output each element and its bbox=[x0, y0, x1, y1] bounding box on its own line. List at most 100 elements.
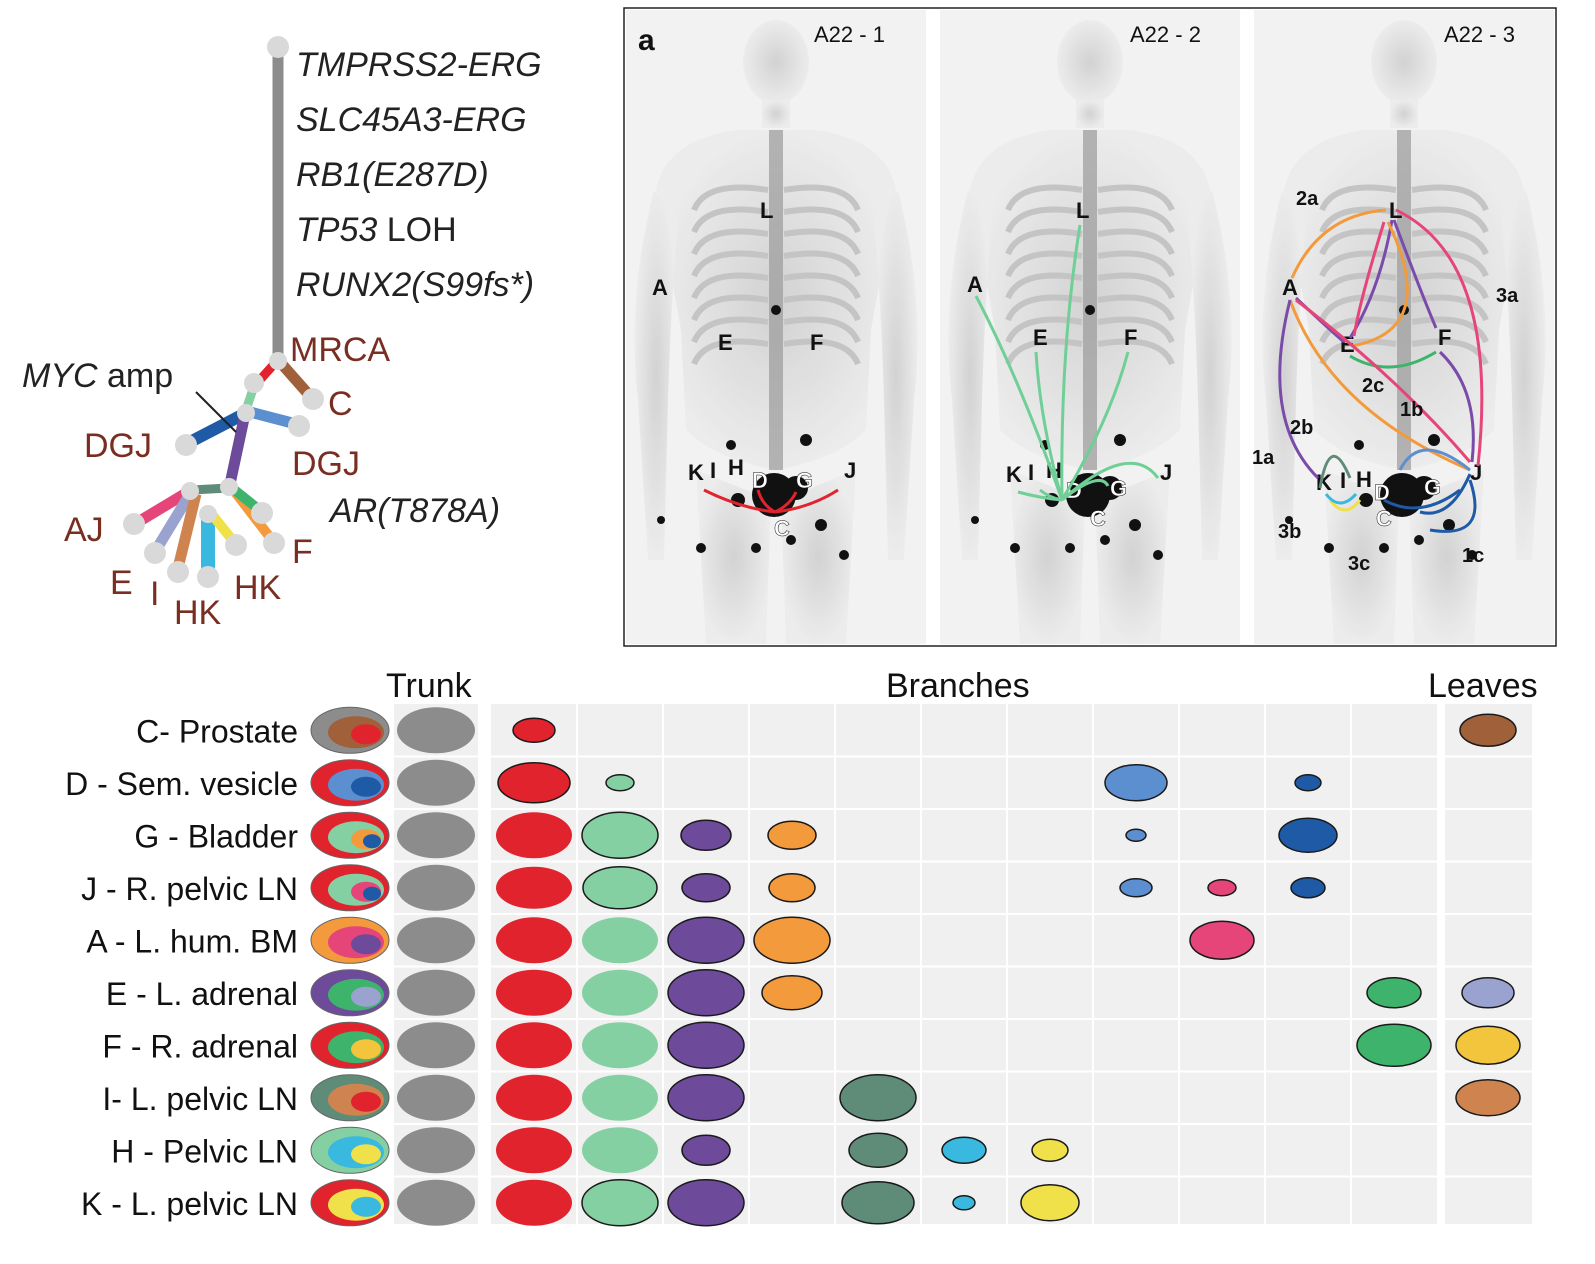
branch-clone bbox=[1278, 817, 1338, 853]
metastasis-arrow bbox=[1060, 351, 1130, 501]
branch-lavender bbox=[151, 491, 195, 553]
matrix-row: K - L. pelvic LN bbox=[81, 1179, 1080, 1227]
branch-clone bbox=[581, 811, 659, 859]
node-blue-split bbox=[237, 404, 255, 422]
node-e bbox=[144, 542, 166, 564]
hot-spot bbox=[696, 543, 706, 553]
branch-clone bbox=[1125, 828, 1147, 842]
branch-clone bbox=[841, 1181, 915, 1225]
rib bbox=[691, 228, 769, 256]
branch-clone bbox=[582, 866, 658, 910]
hot-spot bbox=[1467, 550, 1477, 560]
label-myc: MYC amp bbox=[22, 357, 173, 395]
label-i: I bbox=[150, 575, 159, 613]
left-leg bbox=[1010, 470, 1085, 644]
branch-clone bbox=[667, 969, 745, 1017]
phylogenetic-tree: TMPRSS2-ERG SLC45A3-ERG RB1(E287D) TP53 … bbox=[22, 36, 542, 632]
rib bbox=[1097, 184, 1175, 212]
site-label-f: F bbox=[810, 330, 823, 355]
right-arm bbox=[1502, 190, 1546, 560]
branch-clone bbox=[848, 1132, 908, 1168]
left-arm bbox=[1262, 190, 1306, 560]
node-myc bbox=[244, 373, 264, 393]
row-label: D - Sem. vesicle bbox=[65, 766, 298, 802]
branch-clone bbox=[496, 1179, 572, 1226]
right-arm bbox=[1188, 190, 1232, 560]
hot-spot bbox=[1354, 440, 1364, 450]
composition-subclone bbox=[351, 724, 381, 745]
label-hk-low: HK bbox=[174, 594, 222, 632]
trunk-clone bbox=[397, 864, 475, 911]
site-label-g: G bbox=[1110, 476, 1127, 501]
trunk-clone bbox=[397, 812, 475, 859]
hot-spot bbox=[971, 516, 979, 524]
mutation-runx2: RUNX2(S99fs*) bbox=[296, 266, 534, 304]
metastasis-arrow bbox=[1392, 219, 1438, 329]
site-label-f: F bbox=[1124, 325, 1137, 350]
trunk-clone bbox=[397, 1022, 475, 1069]
branch-clone bbox=[667, 1021, 745, 1069]
rib bbox=[783, 316, 861, 344]
leaf-clone bbox=[1455, 1079, 1521, 1117]
site-label-c: C bbox=[1376, 506, 1392, 531]
rib bbox=[1411, 184, 1489, 212]
hot-spot bbox=[1010, 543, 1020, 553]
branch-clone bbox=[496, 1022, 572, 1069]
matrix-grid: C- Prostate D - Sem. vesicle G - Bladder J … bbox=[65, 704, 1532, 1227]
row-label: E - L. adrenal bbox=[106, 976, 298, 1012]
header-leaves: Leaves bbox=[1428, 667, 1538, 705]
scan-panel-1 bbox=[626, 10, 926, 644]
rib bbox=[1319, 316, 1397, 344]
site-label-l: L bbox=[760, 198, 773, 223]
bone-scan-figure: a A22 - 1 A22 - 2 A22 - 3 LAE FK I HD G JCLAE… bbox=[623, 7, 1557, 647]
branch-clone bbox=[1119, 878, 1153, 898]
label-e: E bbox=[110, 564, 133, 602]
branch-clone bbox=[582, 1022, 658, 1069]
hot-spot bbox=[1065, 543, 1075, 553]
node-f bbox=[263, 532, 285, 554]
metastasis-arrow bbox=[1352, 221, 1386, 337]
rib bbox=[1097, 338, 1175, 366]
neck bbox=[1390, 100, 1418, 128]
label-mrca: MRCA bbox=[290, 331, 390, 369]
matrix-row: D - Sem. vesicle bbox=[65, 759, 1322, 807]
metastasis-arrow bbox=[1288, 299, 1471, 472]
matrix-row: C- Prostate bbox=[136, 706, 1517, 754]
metastasis-arrow bbox=[1034, 351, 1064, 501]
composition-subclone bbox=[363, 886, 381, 901]
leaf-column-bg bbox=[1445, 704, 1532, 1224]
site-label-d: D bbox=[1374, 480, 1390, 505]
node-aj bbox=[123, 513, 145, 535]
branch-clone bbox=[582, 969, 658, 1016]
rib bbox=[691, 206, 769, 234]
site-label-g: G bbox=[796, 468, 813, 493]
rib bbox=[1005, 272, 1083, 300]
rib bbox=[1411, 228, 1489, 256]
rib bbox=[783, 184, 861, 212]
label-dgj-right: DGJ bbox=[292, 445, 360, 483]
right-leg bbox=[1095, 470, 1170, 644]
route-label-1a: 1a bbox=[1252, 447, 1275, 469]
label-ar: AR(T878A) bbox=[328, 492, 500, 530]
trunk-clone bbox=[397, 1127, 475, 1174]
matrix-row: A - L. hum. BM bbox=[86, 916, 1255, 964]
metastasis-arrow bbox=[1295, 298, 1472, 463]
metastasis-arrow bbox=[703, 488, 776, 514]
hot-spot bbox=[815, 519, 827, 531]
route-label-2a: 2a bbox=[1296, 188, 1319, 210]
tree-root-node bbox=[267, 36, 289, 58]
rib bbox=[1319, 184, 1397, 212]
hot-spot bbox=[1412, 476, 1436, 500]
neck bbox=[762, 100, 790, 128]
row-label: H - Pelvic LN bbox=[111, 1133, 298, 1169]
hot-spot bbox=[1285, 516, 1293, 524]
trunk-clone bbox=[397, 1074, 475, 1121]
branch-clone bbox=[839, 1074, 917, 1122]
trunk-clone bbox=[397, 759, 475, 806]
site-label-a: A bbox=[652, 275, 668, 300]
metastasis-arrow bbox=[1349, 350, 1437, 369]
site-label-a: A bbox=[967, 272, 983, 297]
branch-clone bbox=[1290, 877, 1326, 899]
hot-spot bbox=[784, 476, 808, 500]
